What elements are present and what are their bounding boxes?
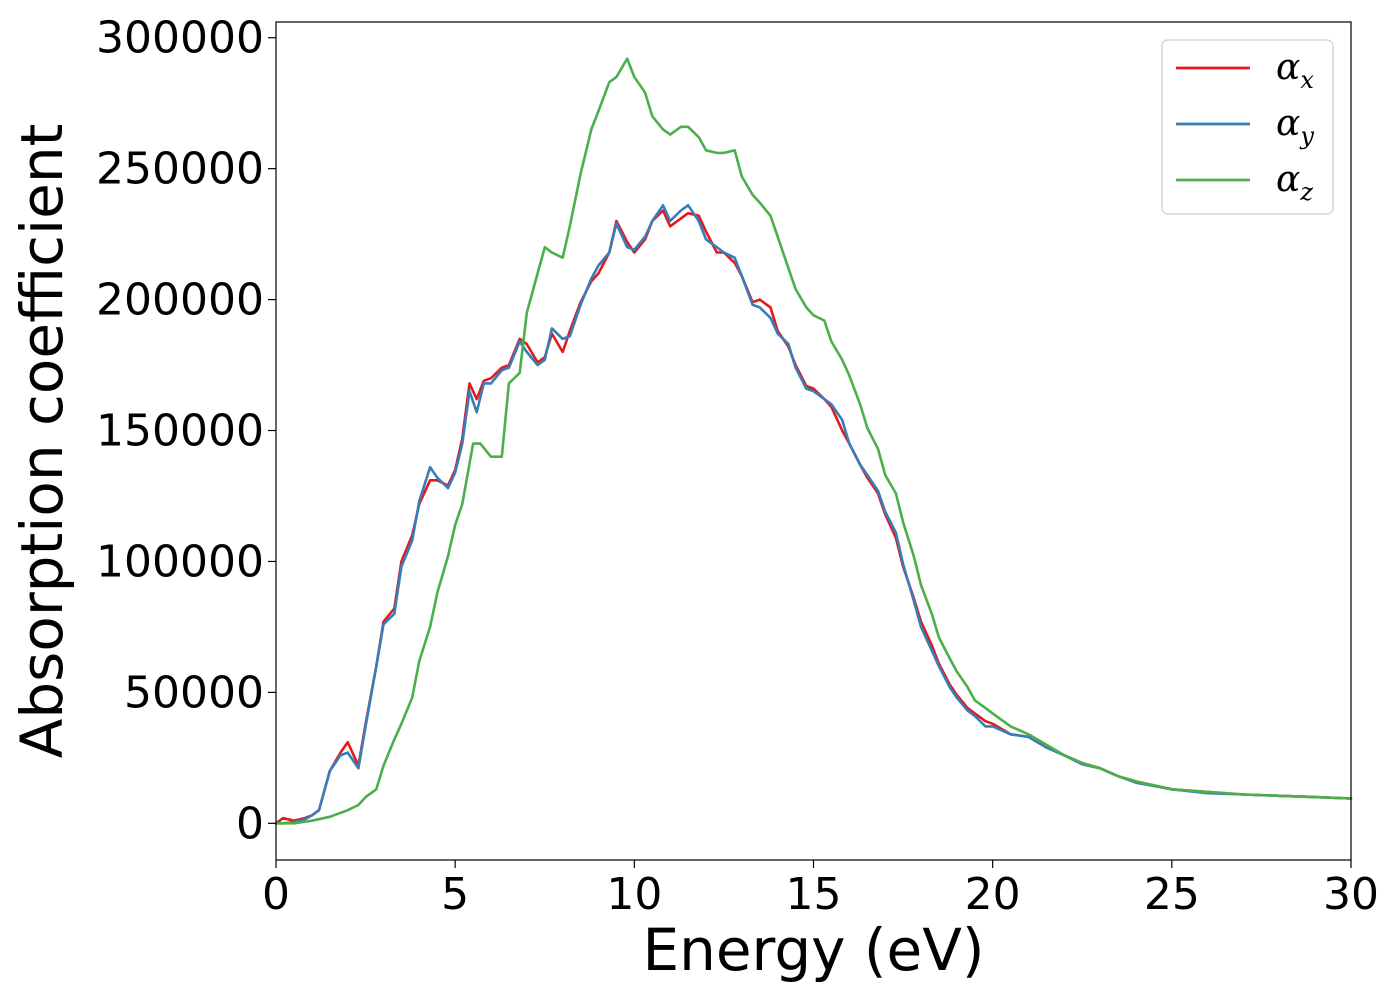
- y-tick-label: 0: [236, 798, 264, 849]
- x-axis: 0 5 10 15 20 25 30: [262, 860, 1379, 920]
- y-tick-label: 200000: [96, 275, 264, 326]
- y-axis-label: Absorption coefficient: [8, 124, 76, 759]
- x-axis-label: Energy (eV): [642, 916, 984, 984]
- y-tick-label: 100000: [96, 536, 264, 587]
- x-tick-label: 25: [1144, 869, 1200, 920]
- series-line-y: [274, 204, 1353, 825]
- series-line-z: [274, 57, 1353, 825]
- y-tick-label: 150000: [96, 406, 264, 457]
- y-tick-label: 250000: [96, 144, 264, 195]
- x-tick-label: 20: [965, 869, 1021, 920]
- x-tick-label: 5: [441, 869, 469, 920]
- x-tick-label: 10: [606, 869, 662, 920]
- y-tick-label: 50000: [124, 667, 264, 718]
- x-tick-label: 30: [1323, 869, 1379, 920]
- legend-box: [1161, 39, 1334, 215]
- series-layer: [274, 57, 1353, 825]
- y-axis: 0 50000 100000 150000 200000 250000 300000: [96, 13, 276, 849]
- x-tick-label: 0: [262, 869, 290, 920]
- x-tick-label: 15: [786, 869, 842, 920]
- y-tick-label: 300000: [96, 13, 264, 64]
